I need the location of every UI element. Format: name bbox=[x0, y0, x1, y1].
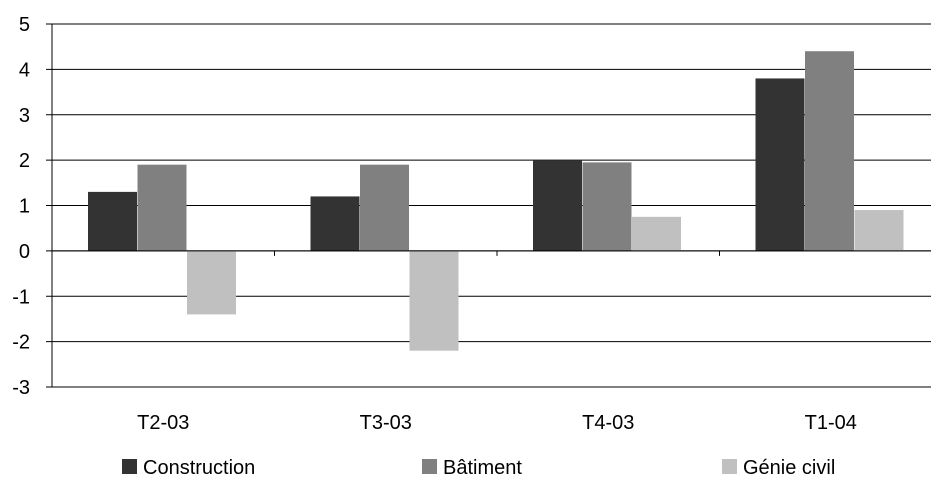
bar-construction-t1-04 bbox=[755, 78, 805, 251]
y-tick-label: 4 bbox=[19, 59, 30, 81]
y-tick-labels: -3 -2 -1 0 1 2 3 4 5 bbox=[12, 14, 30, 399]
legend: Construction Bâtiment Génie civil bbox=[122, 457, 835, 478]
bar-batiment-t1-04 bbox=[805, 51, 854, 251]
bar-batiment-t3-03 bbox=[360, 164, 409, 251]
legend-swatch-genie-civil bbox=[722, 459, 737, 474]
y-tick-label: 3 bbox=[19, 105, 30, 127]
bar-genie-civil-t2-03 bbox=[187, 250, 236, 315]
legend-swatch-batiment bbox=[422, 459, 437, 474]
axes bbox=[46, 23, 931, 388]
legend-swatch-construction bbox=[122, 459, 137, 474]
legend-label-batiment: Bâtiment bbox=[443, 457, 522, 478]
legend-label-construction: Construction bbox=[143, 457, 255, 478]
y-tick-label: -1 bbox=[12, 286, 30, 308]
bars bbox=[88, 51, 904, 351]
bar-genie-civil-t3-03 bbox=[409, 250, 459, 351]
bar-construction-t4-03 bbox=[533, 160, 582, 251]
y-tick-label: 1 bbox=[19, 196, 30, 218]
bar-batiment-t4-03 bbox=[582, 162, 632, 251]
bar-genie-civil-t4-03 bbox=[632, 216, 681, 251]
x-tick-label: T4-03 bbox=[582, 412, 634, 434]
legend-label-genie-civil: Génie civil bbox=[743, 457, 835, 478]
y-tick-label: 2 bbox=[19, 150, 30, 172]
y-tick-label: 0 bbox=[19, 241, 30, 263]
x-tick-label: T3-03 bbox=[360, 412, 412, 434]
x-tick-labels: T2-03 T3-03 T4-03 T1-04 bbox=[137, 412, 857, 434]
bar-construction-t3-03 bbox=[310, 196, 360, 251]
y-tick-label: 5 bbox=[19, 14, 30, 36]
bar-construction-t2-03 bbox=[88, 191, 137, 251]
y-tick-label: -3 bbox=[12, 377, 30, 399]
y-tick-label: -2 bbox=[12, 332, 30, 354]
bar-genie-civil-t1-04 bbox=[854, 210, 904, 251]
bar-batiment-t2-03 bbox=[137, 164, 187, 251]
x-tick-label: T1-04 bbox=[805, 412, 857, 434]
x-tick-label: T2-03 bbox=[137, 412, 189, 434]
